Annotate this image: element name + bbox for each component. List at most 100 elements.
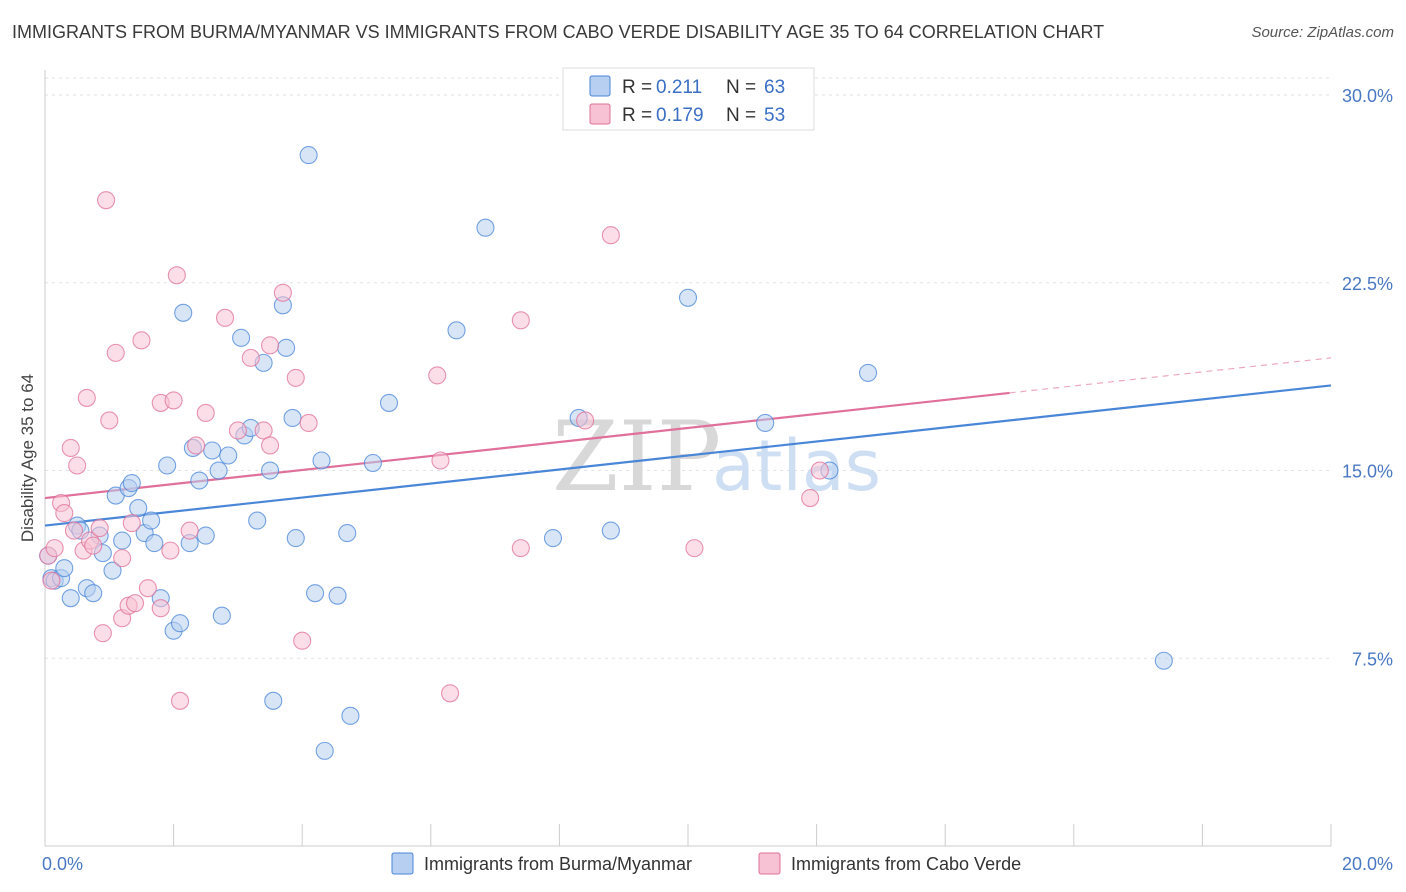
data-point-series-1: [122, 473, 141, 493]
y-tick-label: 22.5%: [1342, 274, 1393, 294]
data-point-series-2: [55, 504, 74, 523]
legend-swatch-1: [589, 75, 611, 97]
top-legend: R = 0.211 N = 63 R = 0.179 N = 53: [562, 67, 815, 131]
data-point-series-1: [219, 446, 238, 465]
data-point-series-1: [447, 321, 466, 340]
data-point-series-1: [858, 363, 878, 382]
data-point-series-1: [338, 524, 357, 543]
bottom-legend-swatch-2: [758, 852, 781, 875]
data-point-series-2: [286, 368, 305, 387]
data-point-series-1: [248, 511, 267, 530]
data-point-series-1: [306, 584, 325, 603]
bottom-legend-label-1: Immigrants from Burma/Myanmar: [424, 854, 692, 874]
x-tick-label: 0.0%: [42, 854, 83, 874]
data-point-series-1: [315, 741, 334, 760]
data-point-series-1: [84, 584, 103, 603]
data-point-series-2: [161, 541, 180, 560]
data-point-series-2: [180, 521, 199, 540]
data-point-series-2: [45, 539, 64, 558]
data-point-series-1: [61, 589, 80, 608]
data-point-series-1: [212, 606, 231, 625]
legend-n-value: 63: [764, 77, 785, 98]
legend-n-value: 53: [764, 105, 785, 126]
legend-r-label: R =: [622, 77, 652, 98]
data-point-series-1: [328, 586, 347, 605]
legend-r-value: 0.179: [656, 105, 704, 126]
data-point-series-1: [277, 338, 296, 357]
data-point-series-2: [273, 283, 292, 302]
data-point-series-1: [209, 461, 228, 480]
data-point-series-2: [138, 579, 157, 598]
trend-line-extension-2: [1009, 357, 1332, 394]
data-point-series-1: [379, 393, 399, 412]
data-point-series-2: [254, 421, 273, 440]
data-point-series-1: [203, 441, 222, 460]
data-point-series-2: [299, 413, 318, 433]
data-point-series-1: [1154, 651, 1173, 670]
data-point-series-1: [174, 303, 193, 322]
y-tick-labels: 7.5% 15.0% 22.5% 30.0%: [1342, 86, 1393, 669]
data-point-series-2: [196, 403, 215, 422]
y-tick-label: 30.0%: [1342, 86, 1393, 106]
data-point-series-2: [801, 489, 820, 508]
x-tick-labels: 0.0% 20.0%: [42, 854, 1393, 874]
data-point-series-2: [228, 421, 247, 440]
data-point-series-2: [106, 343, 125, 362]
data-point-series-2: [164, 391, 183, 410]
data-point-series-2: [170, 691, 190, 710]
data-point-series-1: [286, 529, 305, 548]
data-point-series-2: [84, 536, 103, 555]
data-point-series-1: [142, 511, 161, 530]
data-point-series-2: [293, 631, 312, 650]
legend-n-label: N =: [726, 105, 756, 126]
data-point-series-2: [97, 191, 116, 210]
bottom-legend: Immigrants from Burma/Myanmar Immigrants …: [391, 852, 1021, 875]
data-point-series-2: [511, 539, 530, 558]
data-point-series-2: [431, 451, 450, 470]
data-point-series-1: [363, 453, 382, 473]
legend-r-value: 0.211: [656, 77, 702, 98]
data-point-series-2: [576, 411, 595, 430]
data-point-series-1: [158, 456, 177, 475]
x-tick-label: 20.0%: [1342, 854, 1393, 874]
data-point-series-2: [810, 461, 829, 480]
data-point-series-2: [685, 539, 704, 558]
axes: [44, 70, 1332, 847]
grid-lines: [45, 77, 1331, 659]
data-point-series-1: [260, 461, 280, 480]
source-credit: Source: ZipAtlas.com: [1251, 24, 1394, 41]
data-point-series-1: [264, 691, 283, 710]
data-points: [39, 146, 1173, 760]
data-point-series-1: [312, 451, 331, 470]
y-tick-label: 7.5%: [1352, 649, 1393, 669]
data-point-series-1: [145, 534, 164, 553]
chart-title: IMMIGRANTS FROM BURMA/MYANMAR VS IMMIGRA…: [12, 22, 1105, 42]
data-point-series-2: [167, 266, 186, 285]
data-point-series-2: [441, 684, 460, 703]
data-point-series-1: [601, 521, 620, 540]
data-point-series-1: [113, 531, 132, 550]
data-point-series-2: [113, 549, 132, 568]
data-point-series-1: [756, 413, 775, 433]
data-point-series-2: [68, 456, 87, 475]
data-point-series-1: [55, 559, 74, 578]
data-point-series-2: [100, 411, 119, 430]
legend-swatch-2: [589, 103, 611, 125]
data-point-series-1: [299, 146, 318, 165]
watermark-atlas: atlas: [712, 425, 881, 507]
legend-n-label: N =: [726, 77, 756, 98]
bottom-legend-label-2: Immigrants from Cabo Verde: [791, 854, 1021, 874]
legend-r-label: R =: [622, 105, 652, 126]
bottom-legend-swatch-1: [391, 852, 414, 875]
data-point-series-2: [428, 366, 447, 385]
data-point-series-2: [151, 599, 170, 618]
data-point-series-2: [260, 436, 280, 455]
data-point-series-2: [241, 348, 260, 367]
data-point-series-1: [129, 499, 148, 518]
data-point-series-2: [42, 571, 61, 590]
data-point-series-2: [125, 594, 145, 613]
data-point-series-2: [90, 519, 109, 538]
data-point-series-2: [511, 311, 530, 330]
data-point-series-1: [341, 706, 360, 725]
